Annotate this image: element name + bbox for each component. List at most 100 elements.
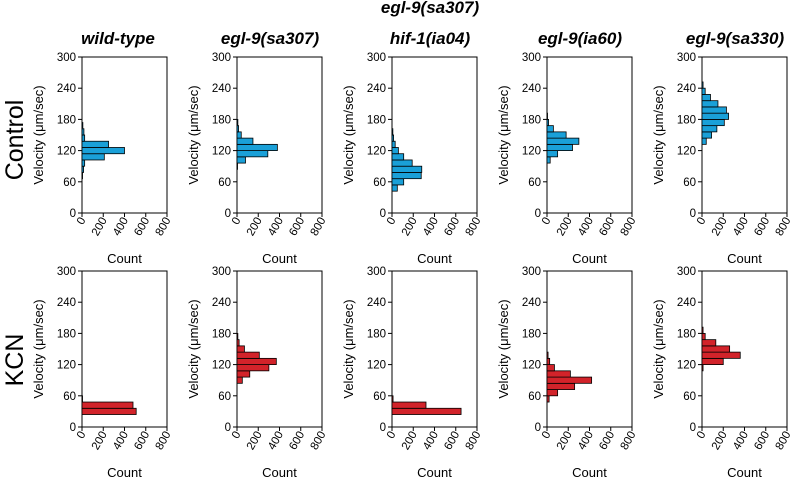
x-axis-label: Count (107, 251, 142, 266)
x-tick-label: 0 (230, 430, 244, 442)
y-axis-label: Velocity (μm/sec) (651, 299, 666, 398)
histogram-bar (236, 364, 270, 372)
histogram-bar (701, 87, 706, 95)
histogram-bar (81, 407, 137, 415)
histogram-bar (236, 143, 278, 152)
y-axis-label: Velocity (μm/sec) (341, 85, 356, 184)
x-axis-label: Count (107, 465, 142, 480)
histogram-bar (236, 131, 242, 139)
histogram-bar (546, 137, 580, 145)
x-tick-label: 800 (774, 430, 794, 453)
x-axis-label: Count (417, 465, 452, 480)
y-tick-label: 300 (677, 52, 696, 64)
y-tick-label: 180 (57, 328, 76, 340)
x-tick-label: 400 (111, 216, 131, 239)
histogram-bar (701, 106, 727, 114)
x-tick-label: 800 (154, 216, 174, 239)
column-title: egl-9(ia60) (538, 29, 622, 48)
y-tick-label: 300 (212, 52, 231, 64)
y-tick-label: 60 (63, 177, 76, 189)
y-tick-label: 60 (683, 177, 696, 189)
y-tick-label: 240 (367, 83, 386, 95)
y-tick-label: 0 (225, 422, 231, 434)
y-tick-label: 180 (367, 328, 386, 340)
y-tick-label: 240 (212, 83, 231, 95)
histogram-bar (81, 122, 84, 130)
y-tick-label: 180 (522, 328, 541, 340)
y-tick-label: 240 (522, 297, 541, 309)
histogram-bar (81, 153, 105, 161)
column-title: egl-9(sa330) (686, 29, 785, 48)
x-tick-label: 400 (421, 430, 441, 453)
x-tick-label: 400 (266, 216, 286, 239)
x-tick-label: 200 (555, 430, 575, 453)
y-tick-label: 120 (677, 146, 696, 158)
histogram-bar (236, 332, 239, 341)
histogram-bar (391, 401, 427, 409)
x-tick-label: 0 (385, 216, 399, 228)
y-tick-label: 300 (522, 266, 541, 278)
x-tick-label: 600 (132, 430, 152, 453)
x-axis-label: Count (572, 465, 607, 480)
histogram-bar (236, 162, 238, 170)
y-tick-label: 240 (57, 297, 76, 309)
x-tick-label: 600 (132, 216, 152, 239)
y-tick-label: 300 (522, 52, 541, 64)
x-tick-label: 400 (266, 430, 286, 453)
y-tick-label: 180 (677, 328, 696, 340)
histogram-bar (701, 137, 707, 145)
y-tick-label: 0 (535, 422, 541, 434)
histogram-bar (81, 395, 83, 403)
histogram-bar (236, 137, 254, 145)
y-axis-label: Velocity (μm/sec) (186, 85, 201, 184)
x-tick-label: 0 (385, 430, 399, 442)
histogram-bar (701, 131, 712, 139)
plot-frame (81, 56, 168, 214)
histogram-bar (701, 94, 711, 102)
x-tick-label: 600 (287, 430, 307, 453)
y-tick-label: 180 (367, 114, 386, 126)
column-title: wild-type (81, 29, 155, 48)
histogram-bar (701, 125, 718, 133)
x-tick-label: 0 (230, 216, 244, 228)
y-tick-label: 0 (690, 208, 696, 220)
histogram-bar (701, 339, 717, 347)
histogram-bar (546, 389, 559, 397)
histogram-bar (701, 326, 704, 334)
y-tick-label: 240 (522, 83, 541, 95)
x-tick-label: 400 (421, 216, 441, 239)
histogram-bar (701, 364, 704, 372)
y-tick-label: 180 (677, 114, 696, 126)
x-tick-label: 400 (576, 216, 596, 239)
histogram-bar (391, 395, 394, 403)
y-tick-label: 300 (57, 266, 76, 278)
y-tick-label: 120 (212, 146, 231, 158)
y-tick-label: 60 (528, 177, 541, 189)
histogram-bar (391, 153, 405, 161)
y-tick-label: 60 (373, 177, 386, 189)
histogram-bar (81, 147, 125, 155)
plot-frame (236, 270, 323, 428)
y-tick-label: 60 (683, 391, 696, 403)
histogram-bar (81, 134, 86, 142)
histogram-bar (81, 128, 85, 136)
histogram-bar (236, 357, 277, 365)
x-tick-label: 800 (154, 430, 174, 453)
y-tick-label: 0 (70, 208, 76, 220)
x-tick-label: 0 (75, 216, 89, 228)
y-tick-label: 300 (367, 266, 386, 278)
y-tick-label: 180 (57, 114, 76, 126)
histogram-bar (546, 357, 551, 365)
histogram-bar (391, 140, 396, 148)
histogram-bar (81, 165, 84, 173)
histogram-bar (546, 143, 573, 152)
x-tick-label: 0 (540, 216, 554, 228)
x-tick-label: 200 (400, 216, 420, 239)
x-tick-label: 600 (752, 216, 772, 239)
x-tick-label: 800 (774, 216, 794, 239)
